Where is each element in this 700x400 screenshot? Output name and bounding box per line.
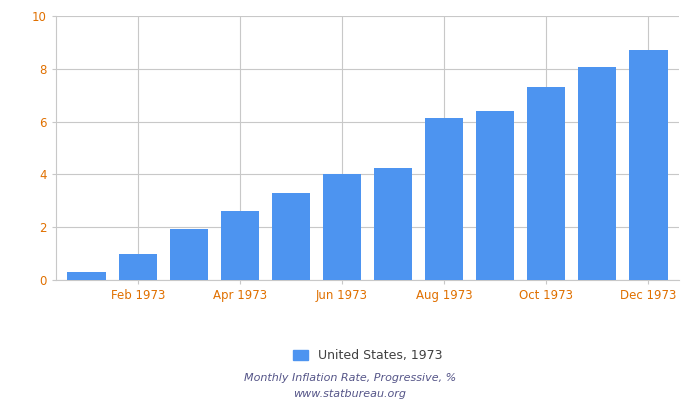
Bar	[272, 193, 310, 280]
Bar	[323, 174, 361, 280]
Bar	[629, 50, 668, 280]
Bar	[527, 87, 566, 280]
Bar	[578, 68, 617, 280]
Bar	[67, 272, 106, 280]
Bar	[220, 211, 259, 280]
Bar	[169, 228, 208, 280]
Bar	[118, 254, 157, 280]
Text: Monthly Inflation Rate, Progressive, %: Monthly Inflation Rate, Progressive, %	[244, 373, 456, 383]
Bar	[476, 111, 514, 280]
Bar	[374, 168, 412, 280]
Legend: United States, 1973: United States, 1973	[288, 344, 447, 367]
Text: www.statbureau.org: www.statbureau.org	[293, 389, 407, 399]
Bar	[425, 118, 463, 280]
